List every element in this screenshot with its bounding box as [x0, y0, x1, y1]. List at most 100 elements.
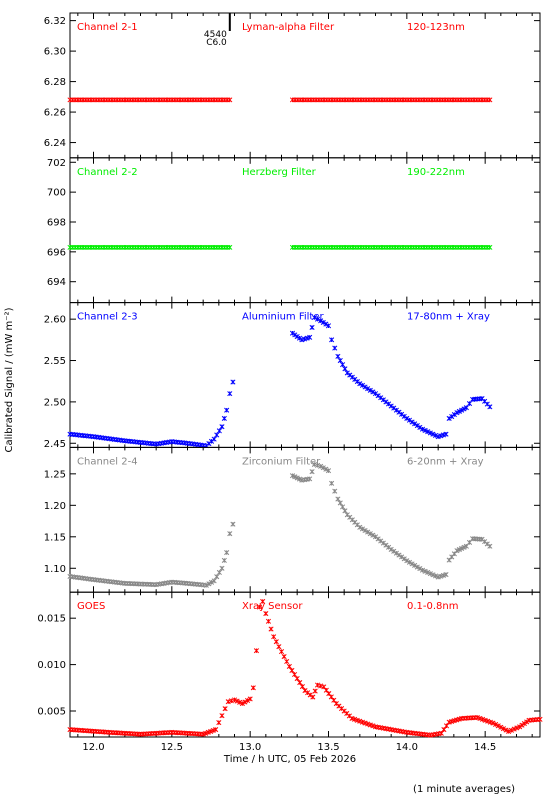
panel-label: 120-123nm	[407, 22, 465, 33]
data-point	[463, 405, 469, 411]
data-point	[433, 573, 439, 579]
x-tick-label: 13.5	[317, 742, 339, 753]
data-point	[214, 574, 220, 580]
data-point	[443, 431, 449, 437]
data-point	[332, 345, 338, 351]
data-point	[247, 696, 253, 702]
data-point	[281, 654, 287, 660]
data-point	[311, 461, 317, 467]
data-point	[438, 730, 444, 736]
y-tick-label: 694	[47, 277, 66, 288]
data-point	[404, 415, 410, 421]
data-point	[427, 571, 433, 577]
data-point	[419, 567, 426, 573]
data-point	[443, 723, 450, 729]
data-point	[260, 598, 266, 605]
data-point	[412, 562, 418, 568]
data-point	[318, 683, 324, 689]
data-point	[521, 720, 527, 727]
y-tick-label: 0.010	[37, 660, 66, 671]
data-point	[318, 318, 324, 324]
x-tick-label: 14.5	[474, 742, 496, 753]
data-point	[359, 526, 365, 532]
data-point	[211, 436, 217, 442]
panel-label: 6-20nm + Xray	[407, 456, 484, 467]
data-point	[257, 604, 263, 610]
data-point	[524, 719, 530, 725]
series-1	[67, 244, 233, 250]
y-tick-label: 698	[47, 217, 66, 228]
data-point	[203, 582, 209, 588]
data-point	[419, 426, 426, 432]
data-point	[430, 431, 436, 437]
data-point	[493, 721, 499, 728]
data-point	[242, 699, 248, 705]
data-point	[340, 362, 346, 368]
data-point	[312, 688, 318, 694]
data-point	[271, 634, 277, 640]
series-2	[289, 97, 493, 103]
y-tick-label: 0.015	[37, 614, 66, 625]
y-tick-label: 1.25	[44, 469, 66, 480]
panel-label: 17-80nm + Xray	[407, 312, 490, 323]
data-point	[227, 531, 233, 537]
data-point	[299, 684, 305, 690]
data-point	[239, 701, 245, 707]
chart-panels: 6.24 6.26 6.28 6.30 6.32 Channel 2-1 Lyman-alp…	[37, 12, 543, 753]
data-point	[406, 417, 412, 423]
data-point	[342, 366, 348, 372]
panel-4: 1.10 1.15 1.20 1.25 Channel 2-4 Zirconium Fil…	[44, 446, 541, 593]
data-point	[219, 713, 225, 719]
y-tick-label: 702	[47, 158, 66, 169]
y-tick-label: 700	[47, 188, 66, 199]
y-tick-label: 2.55	[44, 356, 66, 367]
data-point	[441, 727, 447, 733]
data-point	[425, 569, 431, 576]
x-tick-label: 13.0	[239, 742, 261, 753]
data-point	[263, 610, 269, 617]
data-point	[323, 466, 329, 472]
data-point	[329, 337, 335, 343]
y-tick-label: 2.50	[44, 397, 66, 408]
panel-label: Zirconium Filter	[242, 456, 321, 467]
data-point	[234, 698, 240, 704]
data-point	[357, 524, 363, 530]
data-point	[278, 649, 285, 655]
data-point	[399, 554, 405, 560]
panel-label: Herzberg Filter	[242, 167, 317, 178]
data-point	[206, 581, 212, 587]
y-tick-label: 6.32	[44, 16, 66, 27]
data-point	[417, 566, 423, 572]
data-point	[370, 389, 376, 395]
data-point	[213, 727, 219, 733]
panel-1: 6.24 6.26 6.28 6.30 6.32 Channel 2-1 Lyman-alp…	[44, 12, 541, 159]
data-point	[325, 323, 332, 329]
data-point	[245, 697, 251, 704]
data-point	[487, 404, 493, 410]
panel-label: Xray Sensor	[242, 601, 303, 612]
series-1	[67, 97, 233, 103]
series-2	[289, 244, 493, 250]
data-point	[370, 532, 376, 538]
data-point	[214, 432, 220, 438]
data-point	[307, 334, 313, 340]
data-point	[359, 382, 365, 388]
data-point	[320, 319, 326, 326]
data-point	[508, 727, 514, 733]
footer-note: (1 minute averages)	[413, 784, 515, 795]
data-point	[237, 699, 243, 705]
data-point	[286, 663, 292, 670]
data-point	[329, 480, 335, 486]
data-point	[487, 543, 493, 549]
data-point	[216, 569, 222, 576]
panel-label: 190-222nm	[407, 167, 465, 178]
event-marker-id: 4540	[204, 30, 227, 40]
data-point	[250, 685, 256, 691]
data-point	[221, 557, 227, 563]
data-point	[253, 648, 259, 654]
y-tick-label: 1.15	[44, 532, 66, 543]
series-2	[289, 461, 493, 580]
data-point	[314, 682, 321, 688]
y-tick-label: 1.10	[44, 564, 66, 575]
data-point	[396, 552, 402, 558]
